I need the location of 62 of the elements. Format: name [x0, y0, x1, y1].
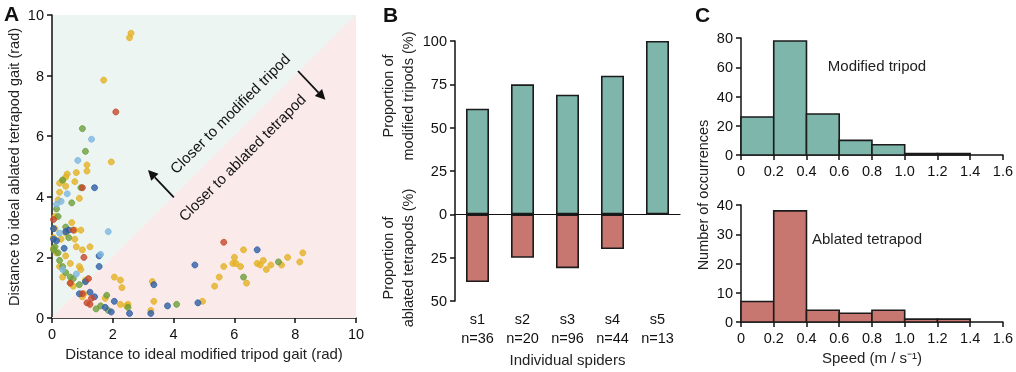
- x-tick-label: 0.8: [861, 329, 883, 346]
- x-tick-label: 1.2: [927, 162, 948, 179]
- x-tick-label: 1.6: [992, 329, 1014, 346]
- x-tick-label: 1.4: [960, 162, 981, 179]
- x-tick-label: 1.4: [960, 329, 981, 346]
- x-tick-label: s1 n=36: [461, 310, 494, 346]
- x-tick-label: 10: [347, 325, 365, 342]
- x-tick-label: 0.6: [829, 162, 850, 179]
- x-tick-label: 0.6: [829, 329, 850, 346]
- x-tick-label: 0: [736, 162, 746, 179]
- y-tick-label: 10: [27, 7, 44, 23]
- chart-title: B: [383, 3, 399, 27]
- y-tick-label: 4: [35, 188, 44, 205]
- y-axis-title: Number of occurrences: [694, 119, 712, 271]
- y-tick-label: 0: [724, 147, 733, 163]
- y-tick-label: 50: [430, 119, 447, 136]
- y-tick-label: 10: [716, 284, 733, 301]
- y-tick-label: 25: [430, 163, 447, 180]
- x-tick-label: 0.2: [763, 162, 784, 179]
- y-tick-label: 20: [716, 255, 733, 272]
- y-tick-label: 75: [430, 76, 447, 93]
- y-tick-label: 50: [430, 293, 447, 310]
- y-tick-label: 80: [716, 30, 733, 46]
- x-tick-label: s5 n=13: [641, 310, 674, 346]
- y-tick-label: 6: [35, 128, 44, 145]
- y-tick-label: 8: [35, 67, 44, 84]
- x-tick-label: 0.8: [861, 162, 883, 179]
- x-tick-label: s2 n=20: [506, 310, 539, 346]
- x-tick-label: 0.4: [796, 329, 817, 346]
- y-axis-title: Distance to ideal ablated tetrapod gait (rad): [5, 27, 23, 307]
- y-tick-label: 20: [716, 117, 733, 134]
- y-tick-label: 60: [716, 59, 733, 76]
- annotation: Modified tripod: [827, 56, 927, 74]
- y-tick-label: 2: [35, 249, 44, 266]
- x-axis-title: Speed (m / s⁻¹): [821, 348, 922, 366]
- y-tick-label: 0: [438, 206, 447, 223]
- x-axis-title: Distance to ideal modified tripod gait (rad): [65, 344, 343, 362]
- x-tick-label: 2: [108, 325, 117, 342]
- x-tick-label: s3 n=96: [551, 310, 584, 346]
- text: Proportion of ablated tetrapods (%): [379, 188, 417, 328]
- x-tick-label: 8: [291, 325, 300, 342]
- x-tick-label: s4 n=44: [596, 310, 629, 346]
- x-tick-label: 4: [169, 325, 178, 342]
- x-tick-label: 1.0: [894, 329, 915, 346]
- x-tick-label: 6: [230, 325, 239, 342]
- y-tick-label: 40: [716, 88, 733, 105]
- y-tick-label: 100: [422, 33, 447, 49]
- y-tick-label: 25: [430, 249, 447, 266]
- y-axis-title: Proportion of modified tripods (%): [379, 31, 417, 161]
- y-tick-label: 40: [716, 197, 733, 213]
- x-tick-label: 0: [736, 329, 746, 346]
- x-tick-label: 0: [47, 325, 57, 342]
- x-tick-label: 1.2: [927, 329, 948, 346]
- chart-title: C: [695, 3, 711, 27]
- x-tick-label: 1.6: [992, 162, 1014, 179]
- y-tick-label: 30: [716, 226, 733, 243]
- x-tick-label: 1.0: [894, 162, 915, 179]
- x-tick-label: 0.2: [763, 329, 784, 346]
- annotation: Ablated tetrapod: [811, 229, 923, 247]
- chart-title: A: [4, 2, 20, 26]
- x-axis-title: Individual spiders: [509, 351, 626, 368]
- x-tick-label: 0.4: [796, 162, 817, 179]
